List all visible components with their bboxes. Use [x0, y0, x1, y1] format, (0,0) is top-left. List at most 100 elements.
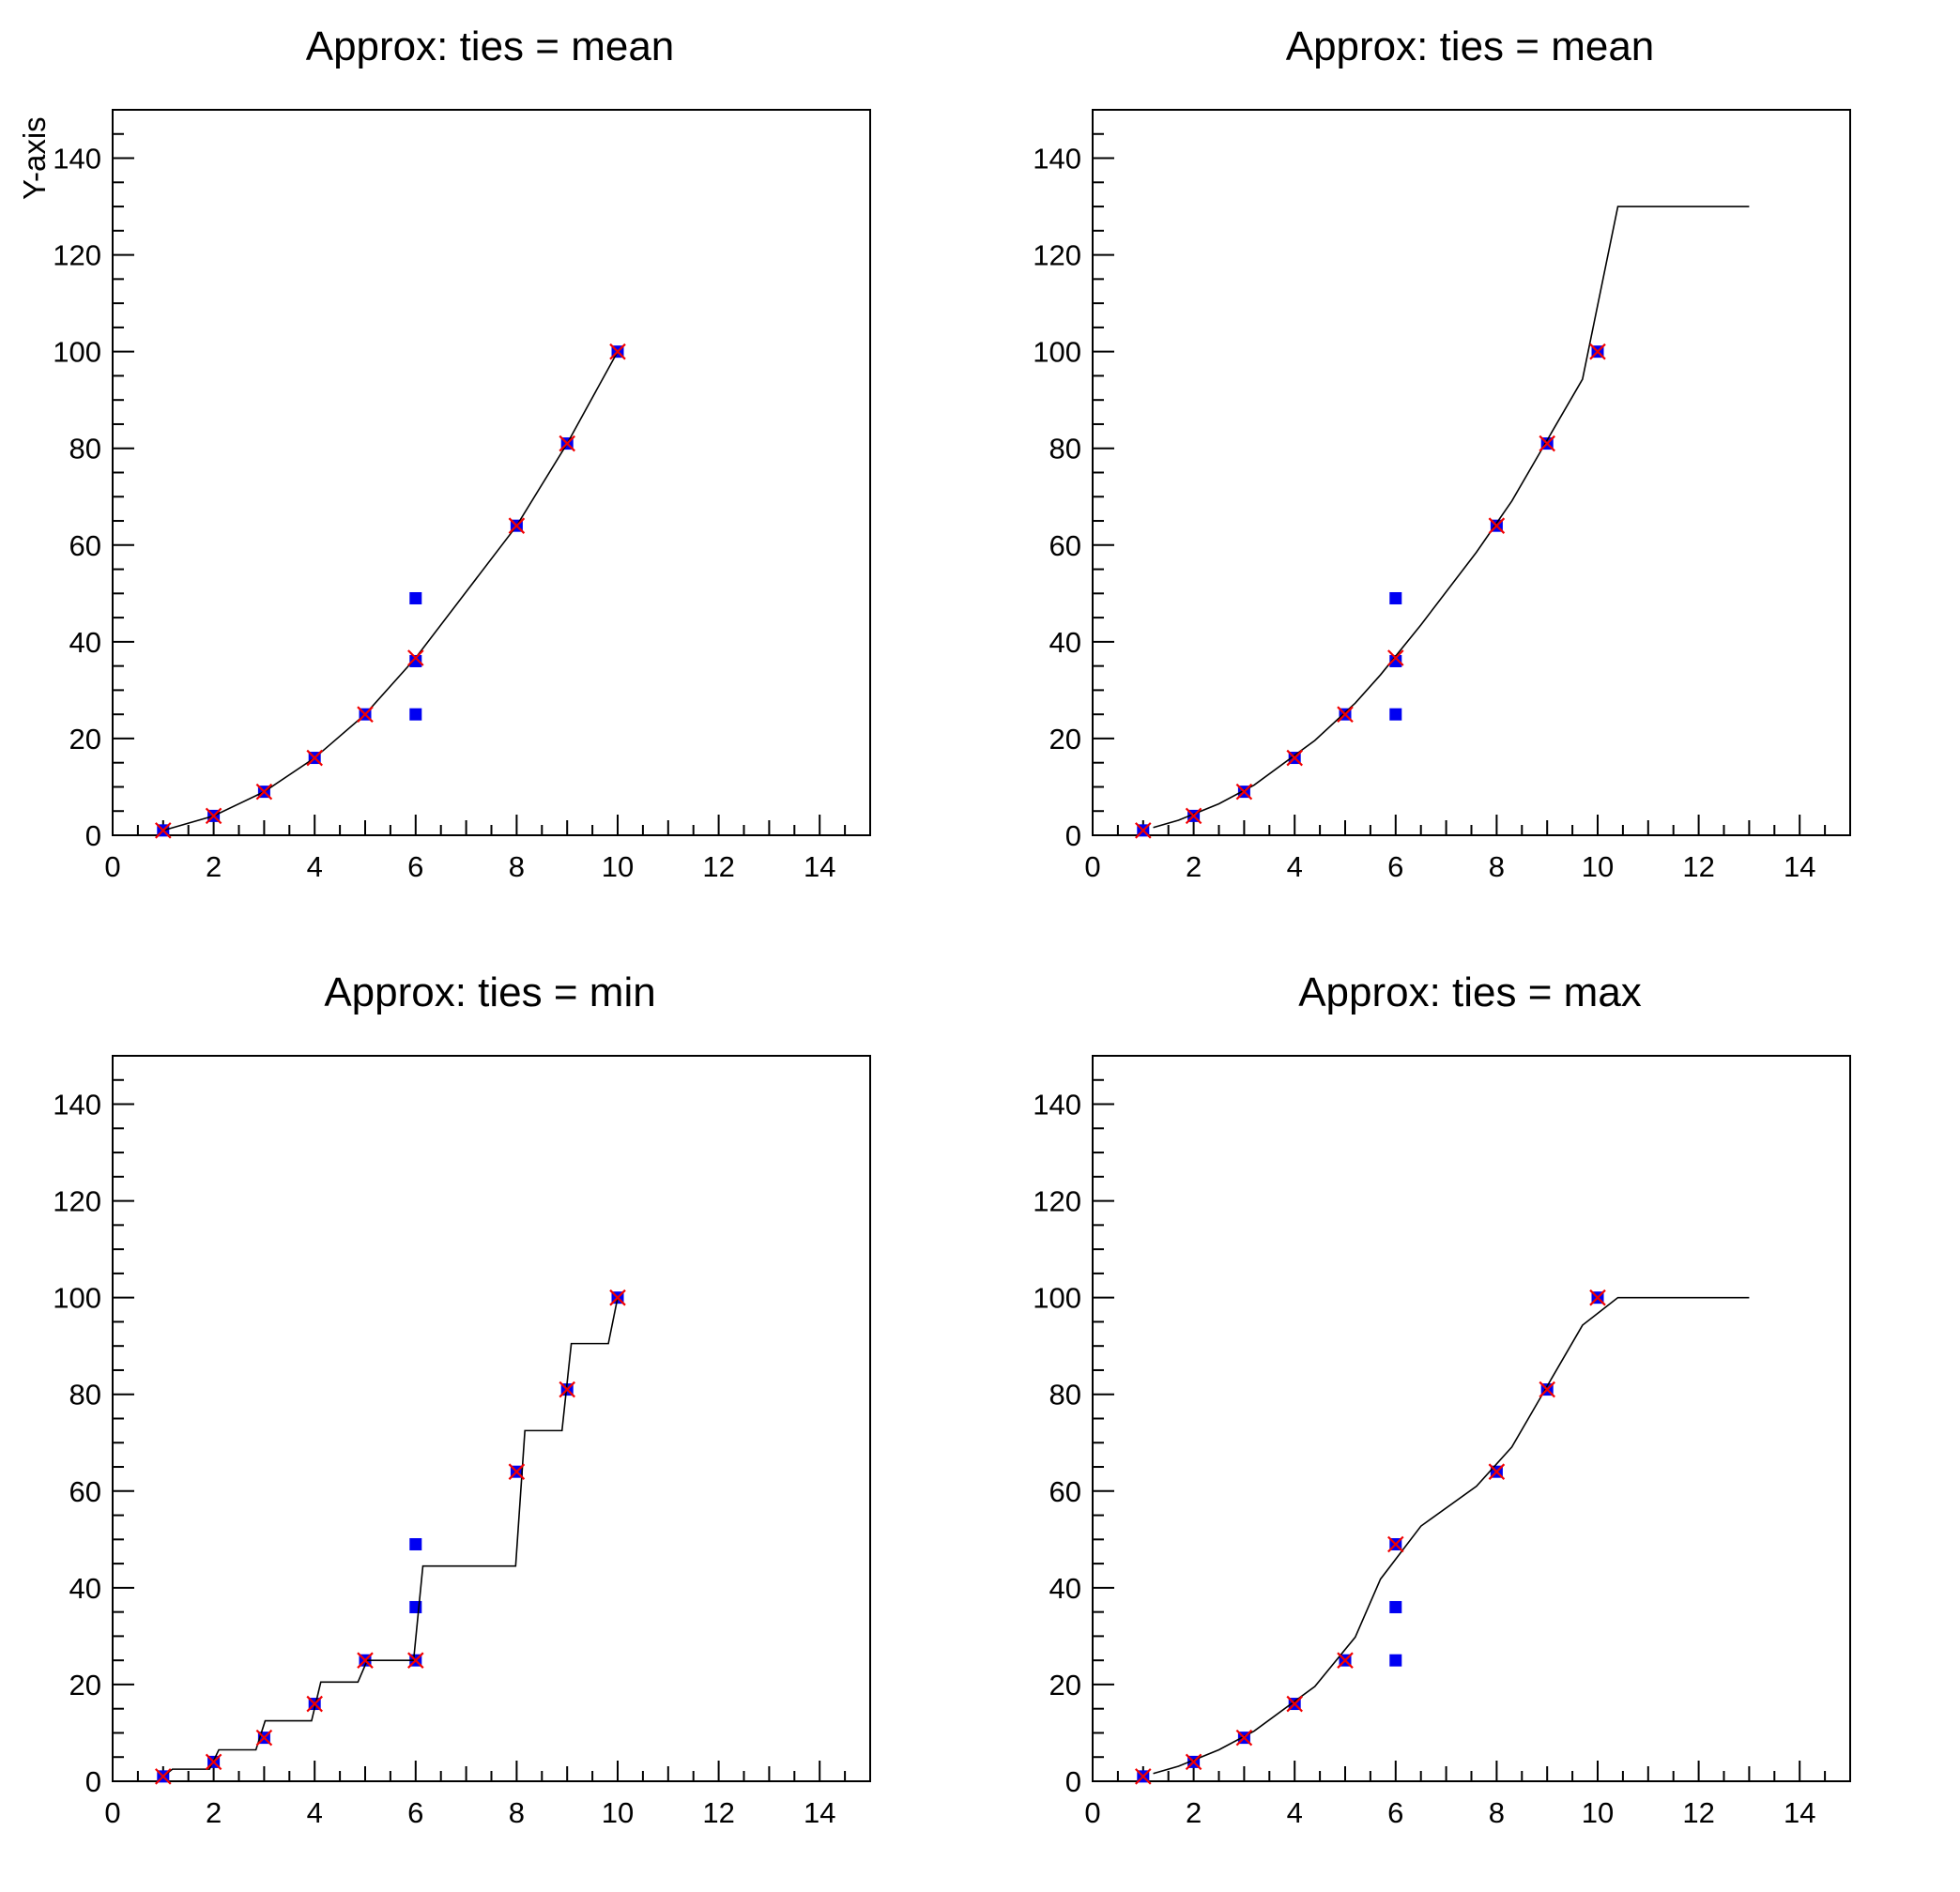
y-tick-label: 20 — [69, 723, 101, 755]
tie-point-marker — [1539, 1381, 1555, 1398]
y-tick-label: 0 — [1065, 819, 1081, 852]
x-tick-label: 12 — [702, 850, 734, 883]
data-point-marker — [1389, 708, 1402, 721]
tie-point-marker — [508, 1463, 526, 1480]
tie-point-marker — [1337, 1652, 1354, 1669]
tie-point-marker — [1235, 1729, 1253, 1747]
y-tick-label: 140 — [53, 143, 101, 175]
y-tick-label: 60 — [1049, 529, 1081, 562]
x-tick-label: 6 — [1387, 850, 1403, 883]
y-tick-label: 60 — [1049, 1475, 1081, 1508]
x-tick-label: 6 — [407, 850, 423, 883]
x-tick-label: 6 — [1387, 1796, 1403, 1829]
tie-point-marker — [1539, 435, 1555, 452]
x-tick-label: 14 — [1784, 850, 1815, 883]
data-point-marker — [1389, 654, 1402, 667]
x-tick-label: 8 — [509, 1796, 525, 1829]
x-tick-label: 14 — [804, 1796, 835, 1829]
x-tick-label: 0 — [1084, 1796, 1100, 1829]
x-tick-label: 10 — [602, 1796, 634, 1829]
y-tick-label: 100 — [53, 1282, 101, 1315]
tie-point-marker — [508, 517, 526, 534]
tie-point-marker — [407, 649, 424, 666]
x-tick-label: 8 — [1489, 1796, 1505, 1829]
tie-point-marker — [559, 435, 575, 452]
x-tick-label: 0 — [104, 1796, 120, 1829]
y-tick-label: 40 — [69, 1572, 101, 1605]
tie-point-marker — [1135, 1768, 1152, 1785]
tie-point-marker — [407, 1652, 424, 1669]
x-tick-label: 4 — [1287, 850, 1303, 883]
tie-point-marker — [357, 706, 374, 723]
tie-resolved-points — [1135, 1289, 1606, 1785]
interpolation-line — [162, 1297, 619, 1778]
y-tick-label: 40 — [69, 626, 101, 659]
input-points — [157, 1291, 624, 1783]
pad-bottom-left: Approx: ties = min 0 2 4 6 8 10 12 14 0 20 40 60 80 1… — [0, 946, 980, 1892]
y-tick-label: 120 — [1033, 1185, 1081, 1218]
y-tick-label: 60 — [69, 1475, 101, 1508]
x-tick-label: 6 — [407, 1796, 423, 1829]
y-tick-label: 20 — [1049, 1669, 1081, 1701]
tie-point-marker — [1185, 1753, 1202, 1771]
y-axis-title: Y-axis — [17, 116, 52, 200]
plot-frame — [112, 1055, 871, 1782]
x-tick-label: 4 — [1287, 1796, 1303, 1829]
x-tick-label: 2 — [1186, 1796, 1202, 1829]
input-points — [157, 345, 624, 837]
x-tick-label: 14 — [804, 850, 835, 883]
y-tick-label: 80 — [1049, 433, 1081, 465]
y-tick-label: 120 — [1033, 239, 1081, 272]
y-tick-label: 100 — [1033, 336, 1081, 369]
x-tick-label: 2 — [206, 1796, 222, 1829]
pad-top-left: Approx: ties = mean 0 2 4 6 8 10 12 14 0 20 40 60 80… — [0, 0, 980, 946]
x-tick-label: 4 — [307, 1796, 323, 1829]
y-tick-label: 140 — [1033, 1089, 1081, 1121]
tie-point-marker — [205, 1753, 222, 1771]
tie-point-marker — [155, 1768, 172, 1785]
data-point-marker — [1389, 591, 1402, 604]
tie-point-marker — [1488, 1463, 1506, 1480]
plot-frame — [1092, 109, 1851, 836]
y-tick-label: 100 — [1033, 1282, 1081, 1315]
pad-bottom-right: Approx: ties = max 0 2 4 6 8 10 12 14 0 20 40 60 80 1… — [980, 946, 1960, 1892]
y-tick-label: 140 — [1033, 143, 1081, 175]
data-point-marker — [409, 591, 422, 604]
tie-point-marker — [1488, 517, 1506, 534]
tie-point-marker — [1387, 1535, 1404, 1553]
x-tick-label: 12 — [702, 1796, 734, 1829]
y-tick-label: 0 — [85, 819, 101, 852]
tie-point-marker — [609, 1289, 626, 1306]
tie-resolved-points — [155, 343, 626, 839]
x-tick-label: 2 — [206, 850, 222, 883]
y-tick-label: 60 — [69, 529, 101, 562]
pad-title: Approx: ties = mean — [1285, 23, 1655, 69]
tie-point-marker — [1589, 1289, 1606, 1306]
tie-point-marker — [306, 749, 323, 767]
y-tick-label: 80 — [69, 433, 101, 465]
x-tick-label: 2 — [1186, 850, 1202, 883]
pad-title: Approx: ties = max — [1298, 969, 1642, 1015]
y-tick-label: 120 — [53, 1185, 101, 1218]
data-point-marker — [1389, 1654, 1402, 1667]
tie-point-marker — [306, 1695, 323, 1713]
data-point-marker — [409, 708, 422, 721]
x-tick-label: 12 — [1682, 1796, 1714, 1829]
tie-point-marker — [1337, 706, 1354, 723]
y-tick-label: 140 — [53, 1089, 101, 1121]
pad-title: Approx: ties = min — [324, 969, 656, 1015]
x-tick-label: 8 — [509, 850, 525, 883]
tie-point-marker — [1185, 807, 1202, 825]
y-tick-label: 80 — [1049, 1379, 1081, 1411]
y-tick-label: 0 — [1065, 1765, 1081, 1798]
y-tick-label: 100 — [53, 336, 101, 369]
tie-point-marker — [255, 783, 273, 801]
tie-point-marker — [1286, 1695, 1303, 1713]
x-tick-label: 0 — [1084, 850, 1100, 883]
